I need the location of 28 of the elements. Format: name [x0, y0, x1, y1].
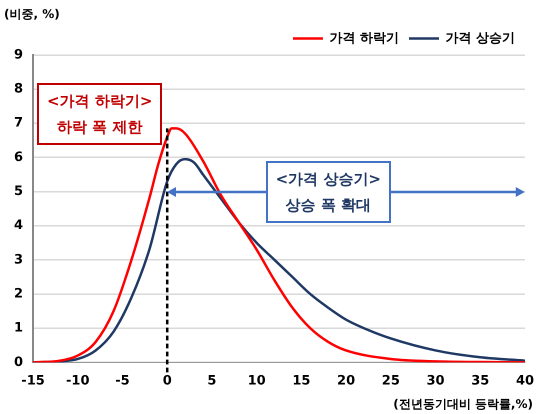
annotation: <가격 하락기> 하락 폭 제한 [37, 82, 162, 145]
y-axis-title: (비중, %) [4, 6, 60, 23]
x-tick-label: -15 [21, 374, 45, 389]
y-tick-label: 7 [14, 116, 24, 131]
y-tick-label: 5 [14, 184, 24, 199]
legend-label: 가격 하락기 [329, 30, 399, 46]
y-tick-label: 2 [14, 286, 24, 302]
x-tick-label: 0 [162, 374, 172, 389]
y-tick-label: 8 [14, 82, 24, 97]
annotation: <가격 상승기> 상승 폭 확대 [266, 160, 391, 223]
y-tick-label: 3 [14, 252, 24, 268]
x-tick-label: 35 [471, 374, 490, 389]
legend-label: 가격 상승기 [445, 30, 516, 46]
x-tick-label: 10 [248, 374, 266, 389]
x-axis-title: (전년동기대비 등락률,%) [393, 396, 533, 413]
x-tick-label: 30 [426, 374, 445, 389]
y-tick-label: 0 [14, 354, 24, 370]
y-tick-label: 6 [14, 150, 24, 165]
x-tick-label: 25 [382, 374, 400, 389]
x-tick-label: 40 [516, 374, 534, 389]
x-tick-label: -10 [66, 374, 90, 389]
y-tick-label: 9 [14, 47, 24, 62]
x-tick-label: 5 [207, 374, 216, 389]
x-tick-label: -5 [115, 374, 130, 389]
y-tick-label: 4 [14, 218, 24, 234]
x-tick-label: 15 [292, 374, 310, 389]
x-tick-label: 20 [337, 374, 356, 389]
y-tick-label: 1 [14, 320, 24, 336]
